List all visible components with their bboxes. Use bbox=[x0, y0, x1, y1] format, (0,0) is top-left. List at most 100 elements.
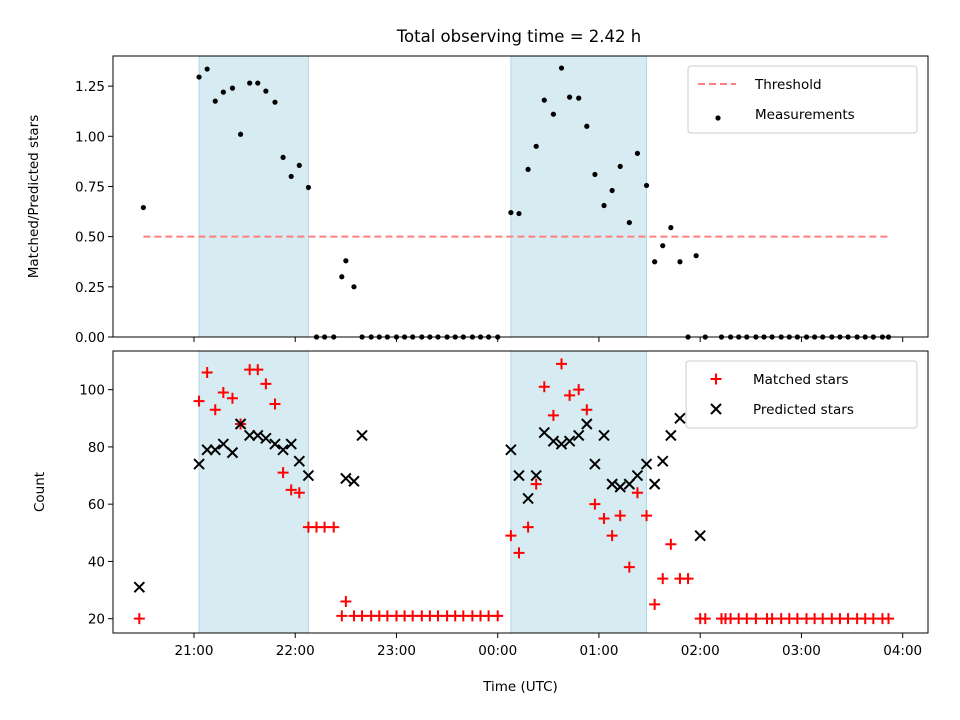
predicted-star-point bbox=[665, 429, 677, 442]
matched-star-point bbox=[260, 378, 272, 390]
matched-star-point bbox=[201, 366, 213, 378]
matched-star-point bbox=[513, 547, 525, 559]
measurement-point bbox=[533, 143, 539, 149]
legend-label: Matched stars bbox=[753, 372, 849, 388]
predicted-star-point bbox=[340, 472, 352, 485]
matched-star-point bbox=[641, 510, 653, 522]
matched-star-point bbox=[614, 510, 626, 522]
predicted-star-point bbox=[623, 478, 636, 490]
matched-star-point bbox=[547, 409, 559, 421]
matched-star-point bbox=[631, 487, 643, 499]
measurement-point bbox=[508, 209, 514, 216]
predicted-star-point bbox=[530, 469, 542, 482]
predicted-star-point bbox=[573, 429, 585, 442]
predicted-star-point bbox=[589, 458, 601, 470]
legend-predicted-swatch bbox=[710, 403, 722, 415]
y-tick-label: 1.00 bbox=[75, 129, 105, 145]
matched-star-point bbox=[556, 358, 568, 370]
y-tick-label: 0.75 bbox=[75, 179, 105, 195]
matched-star-point bbox=[581, 404, 593, 416]
predicted-star-point bbox=[348, 475, 360, 487]
matched-star-point bbox=[530, 478, 542, 490]
predicted-star-point bbox=[555, 438, 568, 450]
matched-star-point bbox=[336, 610, 348, 622]
predicted-star-point bbox=[302, 469, 315, 482]
y-tick-label: 40 bbox=[88, 554, 105, 570]
measurement-point bbox=[660, 243, 666, 249]
predicted-star-point bbox=[260, 432, 272, 445]
predicted-star-point bbox=[269, 438, 281, 450]
matched-star-point bbox=[252, 364, 264, 376]
measurement-point bbox=[592, 171, 598, 178]
measurement-point bbox=[140, 204, 146, 211]
matched-star-point bbox=[699, 613, 711, 625]
predicted-star-point bbox=[522, 492, 534, 505]
legend-box bbox=[687, 65, 918, 134]
matched-star-point bbox=[522, 521, 534, 533]
legend: Matched stars Predicted stars bbox=[685, 360, 918, 429]
measurement-point bbox=[652, 259, 658, 265]
shaded-interval bbox=[199, 351, 309, 633]
measurement-point bbox=[550, 111, 557, 117]
measurement-point bbox=[668, 225, 674, 231]
measurement-point bbox=[255, 80, 261, 86]
measurement-point bbox=[272, 99, 278, 105]
predicted-star-point bbox=[293, 455, 305, 467]
measurement-point bbox=[525, 166, 531, 173]
matched-star-point bbox=[598, 512, 610, 524]
predicted-star-point bbox=[226, 446, 239, 459]
matched-star-point bbox=[589, 498, 601, 510]
matched-star-point bbox=[649, 598, 661, 610]
measurement-point bbox=[601, 202, 607, 209]
predicted-star-point bbox=[513, 469, 525, 482]
shaded-interval bbox=[199, 56, 309, 337]
measurement-point bbox=[609, 187, 615, 194]
matched-star-point bbox=[682, 573, 694, 585]
matched-star-point bbox=[657, 573, 669, 585]
predicted-star-point bbox=[201, 444, 213, 456]
measurement-point bbox=[196, 74, 202, 80]
y-tick-label: 0.00 bbox=[75, 330, 105, 346]
bottom-panel: 20 40 60 80 100 Count 21:00 22:00 23:00 00:00 01:0… bbox=[32, 350, 929, 695]
matched-star-point bbox=[269, 398, 281, 410]
y-axis-label: Count bbox=[32, 472, 48, 512]
legend: Threshold Measurements bbox=[687, 65, 918, 134]
x-tick-label: 23:00 bbox=[377, 643, 416, 659]
measurement-point bbox=[351, 284, 357, 290]
measurement-point bbox=[516, 210, 522, 217]
axes-frame bbox=[112, 55, 929, 338]
predicted-star-point bbox=[640, 458, 653, 470]
shaded-interval bbox=[510, 56, 647, 337]
predicted-star-point bbox=[538, 426, 550, 439]
legend-label: Predicted stars bbox=[753, 402, 854, 418]
matched-star-point bbox=[505, 530, 517, 542]
matched-star-point bbox=[133, 613, 145, 625]
matched-star-point bbox=[564, 389, 576, 401]
matched-star-point bbox=[293, 487, 305, 499]
matched-star-point bbox=[750, 613, 762, 625]
predicted-star-point bbox=[277, 444, 289, 456]
measurement-point bbox=[626, 219, 632, 226]
measurement-point bbox=[634, 150, 641, 156]
matched-star-point bbox=[277, 467, 289, 479]
x-axis-label: Time (UTC) bbox=[482, 679, 558, 695]
predicted-star-point bbox=[563, 435, 576, 447]
y-tick-label: 60 bbox=[88, 497, 105, 513]
predicted-star-point bbox=[606, 478, 618, 490]
matched-star-point bbox=[209, 404, 221, 416]
measurement-point bbox=[343, 258, 349, 264]
predicted-star-point bbox=[547, 435, 560, 447]
predicted-star-point bbox=[648, 478, 661, 490]
measurement-point bbox=[247, 80, 253, 86]
predicted-star-point bbox=[356, 429, 368, 442]
top-panel: 0.00 0.25 0.50 0.75 1.00 1.25 Matched/Predicte… bbox=[26, 55, 929, 346]
measurement-point bbox=[288, 173, 294, 180]
predicted-star-point bbox=[657, 455, 669, 467]
measurement-point bbox=[567, 94, 573, 100]
axes-frame bbox=[112, 350, 929, 634]
predicted-star-point bbox=[193, 458, 205, 470]
y-tick-label: 100 bbox=[79, 383, 105, 399]
measurement-point bbox=[643, 182, 650, 189]
matched-star-point bbox=[285, 484, 297, 496]
measurement-point bbox=[339, 274, 345, 280]
